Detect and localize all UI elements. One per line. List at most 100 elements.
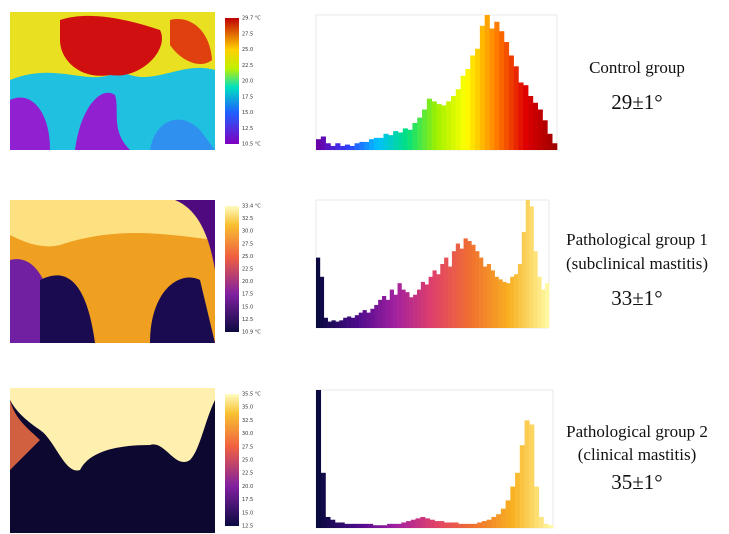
histogram-bar [402, 128, 408, 150]
colorbar-label: 22.5 [242, 267, 253, 273]
histogram-bar [543, 523, 549, 528]
colorbar-label: 35.5 °C [242, 392, 261, 398]
histogram-bar [378, 137, 384, 150]
colorbar-label: 17.5 [242, 497, 253, 503]
histogram-bar [494, 21, 500, 150]
group-label: (subclinical mastitis) [565, 254, 709, 273]
histogram-bar [424, 284, 429, 328]
histogram-bar [323, 317, 328, 328]
histogram-bar [547, 133, 553, 150]
histogram-bar [552, 143, 558, 150]
histogram-bar [506, 283, 511, 328]
histogram-bar [462, 523, 468, 528]
histogram-bar [508, 55, 514, 150]
colorbar-label: 12.5 [242, 524, 253, 530]
colorbar-label: 29.7 °C [242, 16, 261, 22]
histogram-bar [542, 120, 548, 150]
histogram-bar [374, 304, 379, 328]
histogram-bar [524, 420, 530, 528]
histogram-bar [335, 321, 340, 328]
temperature-value: 35±1° [611, 470, 663, 494]
histogram-bar [440, 264, 445, 328]
histogram-bar [335, 143, 341, 150]
histogram-bar [354, 143, 360, 150]
histogram-bar [325, 516, 331, 528]
colorbar-label: 12.5 [242, 126, 253, 132]
colorbar-label: 25.0 [242, 254, 253, 260]
histogram-bar [548, 525, 554, 528]
histogram-bar [358, 523, 364, 528]
histogram-bar [366, 312, 371, 328]
histogram-bar [412, 123, 418, 150]
histogram-bar [353, 523, 359, 528]
histogram-bar [465, 69, 471, 150]
histogram-bar [441, 105, 447, 150]
histogram-bar [383, 133, 389, 150]
colorbar-label: 32.5 [242, 418, 253, 424]
histogram-bar [393, 131, 399, 150]
histogram-bar [363, 523, 369, 528]
colorbar-label: 27.5 [242, 444, 253, 450]
histogram-bar [420, 516, 426, 528]
histogram-bar [467, 240, 472, 328]
histogram-bar [475, 48, 481, 150]
colorbar-label: 35.0 [242, 405, 253, 411]
histogram-bar [410, 519, 416, 528]
colorbar-label: 15.0 [242, 110, 253, 116]
colorbar-label: 30.0 [242, 431, 253, 437]
histogram-bar [425, 518, 431, 528]
colorbar-label: 20.0 [242, 279, 253, 285]
histogram-bar [405, 292, 410, 328]
histogram-bar [510, 486, 516, 528]
histogram-bar [369, 139, 375, 150]
histogram-bar [499, 31, 505, 151]
colorbar-label: 12.5 [242, 317, 253, 323]
histogram-bar [534, 486, 540, 528]
histogram-bar [422, 109, 428, 150]
histogram-bar [532, 102, 539, 150]
histogram-bar [529, 206, 534, 328]
histogram-bar [459, 248, 464, 328]
histogram-bar [502, 281, 507, 328]
histogram-bar [364, 141, 370, 150]
histogram-bar [496, 514, 502, 528]
histogram-bar [448, 522, 454, 528]
histogram-bar [377, 525, 383, 528]
histogram-bar [450, 96, 457, 150]
histogram-bar [320, 136, 326, 150]
colorbar-label: 25.0 [242, 458, 253, 464]
colorbar-label: 22.5 [242, 63, 253, 69]
histogram-bar [484, 15, 490, 150]
thermal-image [10, 388, 239, 533]
histogram-bar [545, 283, 550, 328]
histogram-bar [416, 289, 422, 328]
histogram-bar [448, 266, 453, 328]
colorbar-label: 32.5 [242, 216, 253, 222]
histogram-bar [428, 276, 433, 328]
histogram-bar [349, 145, 355, 150]
histogram-bar [439, 521, 445, 528]
histogram-bar [389, 289, 394, 328]
histogram-bar [490, 270, 495, 328]
histogram-bar [325, 143, 331, 150]
histogram-bar [409, 297, 414, 328]
colorbar-label: 20.0 [242, 79, 253, 85]
histogram-bar [344, 523, 350, 528]
histogram-bar [505, 500, 511, 528]
thermal-image [10, 200, 239, 343]
colorbar-label: 30.0 [242, 229, 253, 235]
temperature-value: 29±1° [611, 90, 663, 114]
histogram-bar [370, 308, 375, 328]
histogram-bar [486, 264, 492, 328]
colorbar-label: 15.0 [242, 304, 253, 310]
histogram-bar [444, 257, 449, 328]
histogram-bar [359, 141, 365, 150]
histogram-bar [477, 522, 483, 528]
histogram-bar [401, 522, 407, 528]
histogram-bar [525, 200, 530, 328]
histogram-bar [460, 75, 466, 150]
temperature-value: 33±1° [611, 286, 663, 310]
histogram-bar [397, 132, 404, 150]
histogram-bar [479, 257, 484, 328]
histogram-bar [334, 522, 340, 528]
